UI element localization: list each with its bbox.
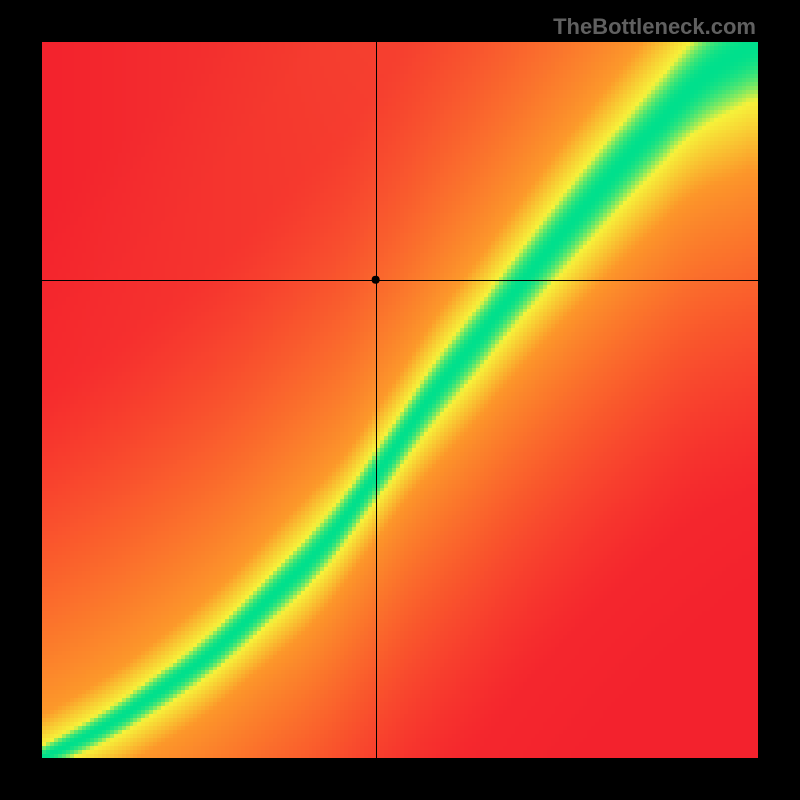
bottleneck-heatmap: [42, 42, 758, 758]
attribution-text: TheBottleneck.com: [553, 14, 756, 40]
chart-frame: TheBottleneck.com: [0, 0, 800, 800]
